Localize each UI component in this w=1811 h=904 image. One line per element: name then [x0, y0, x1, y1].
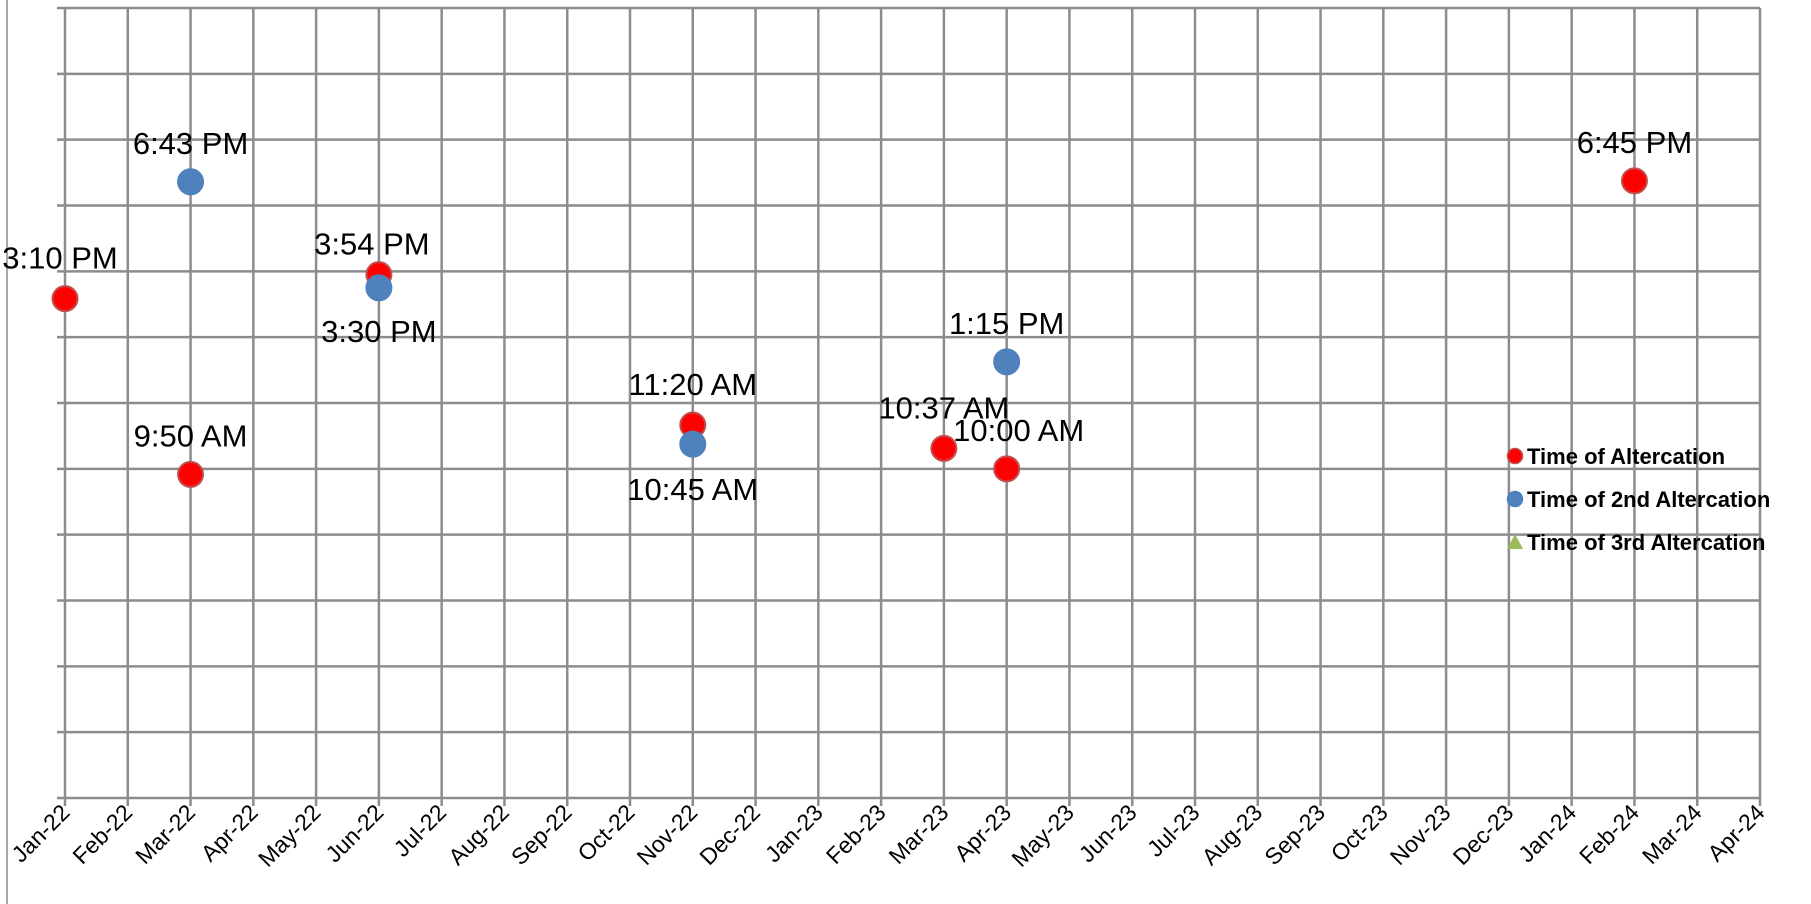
data-point	[679, 430, 707, 458]
data-point	[930, 434, 958, 462]
gridlines	[57, 6, 1762, 806]
data-label: 1:15 PM	[949, 306, 1064, 341]
legend: Time of Altercation Time of 2nd Altercati…	[1506, 444, 1770, 555]
x-tick-label: Jul-23	[1142, 799, 1205, 862]
x-tick-label: Aug-23	[1196, 799, 1267, 870]
x-tick-label: Apr-23	[949, 799, 1016, 866]
data-label: 3:10 PM	[2, 241, 117, 276]
x-tick-label: Sep-22	[506, 799, 577, 870]
data-label: 10:37 AM	[878, 390, 1009, 425]
x-tick-label: Apr-24	[1702, 799, 1769, 866]
x-tick-label: Jan-24	[1513, 799, 1581, 867]
x-tick-label: Oct-23	[1326, 799, 1393, 866]
legend-marker	[1506, 490, 1524, 508]
x-tick-label: Sep-23	[1259, 799, 1330, 870]
x-tick-label: Aug-22	[443, 799, 514, 870]
x-tick-label: May-22	[253, 799, 326, 872]
data-label: 10:00 AM	[953, 413, 1084, 448]
data-label: 3:54 PM	[314, 227, 429, 262]
x-tick-label: Feb-23	[821, 799, 891, 869]
x-tick-label: Jun-23	[1074, 799, 1142, 867]
legend-entry: Time of 3rd Altercation	[1527, 530, 1765, 555]
x-tick-label: Nov-23	[1385, 799, 1456, 870]
data-label: 6:43 PM	[133, 126, 248, 161]
data-point	[365, 274, 393, 302]
x-tick-label: Feb-22	[67, 799, 137, 869]
legend-entry: Time of Altercation	[1527, 444, 1725, 469]
data-point	[993, 455, 1021, 483]
x-tick-label: Apr-22	[196, 799, 263, 866]
data-point	[177, 168, 205, 196]
data-label: 3:30 PM	[321, 314, 436, 349]
data-point	[51, 285, 79, 313]
data-label: 11:20 AM	[628, 367, 757, 402]
x-tick-label: Oct-22	[572, 799, 639, 866]
x-tick-label: Jun-22	[320, 799, 388, 867]
data-label: 9:50 AM	[134, 418, 248, 453]
data-label: 6:45 PM	[1577, 125, 1692, 160]
x-tick-label: Jan-22	[6, 799, 74, 867]
x-tick-label: Mar-23	[884, 799, 954, 869]
x-tick-label: Jan-23	[760, 799, 828, 867]
data-point	[1620, 167, 1648, 195]
legend-entry: Time of 2nd Altercation	[1527, 487, 1770, 512]
x-tick-label: Feb-24	[1574, 799, 1644, 869]
x-tick-label: Dec-22	[694, 799, 765, 870]
data-label: 10:45 AM	[627, 472, 758, 507]
legend-marker	[1507, 534, 1523, 549]
x-tick-label: May-23	[1006, 799, 1079, 872]
x-tick-label: Mar-22	[130, 799, 200, 869]
legend-marker	[1506, 447, 1524, 465]
data-points	[51, 167, 1648, 488]
x-tick-label: Dec-23	[1448, 799, 1519, 870]
x-tick-label: Jul-22	[389, 799, 452, 862]
x-tick-label: Mar-24	[1637, 799, 1707, 869]
data-point	[993, 348, 1021, 376]
x-tick-label: Nov-22	[631, 799, 702, 870]
data-point	[177, 460, 205, 488]
